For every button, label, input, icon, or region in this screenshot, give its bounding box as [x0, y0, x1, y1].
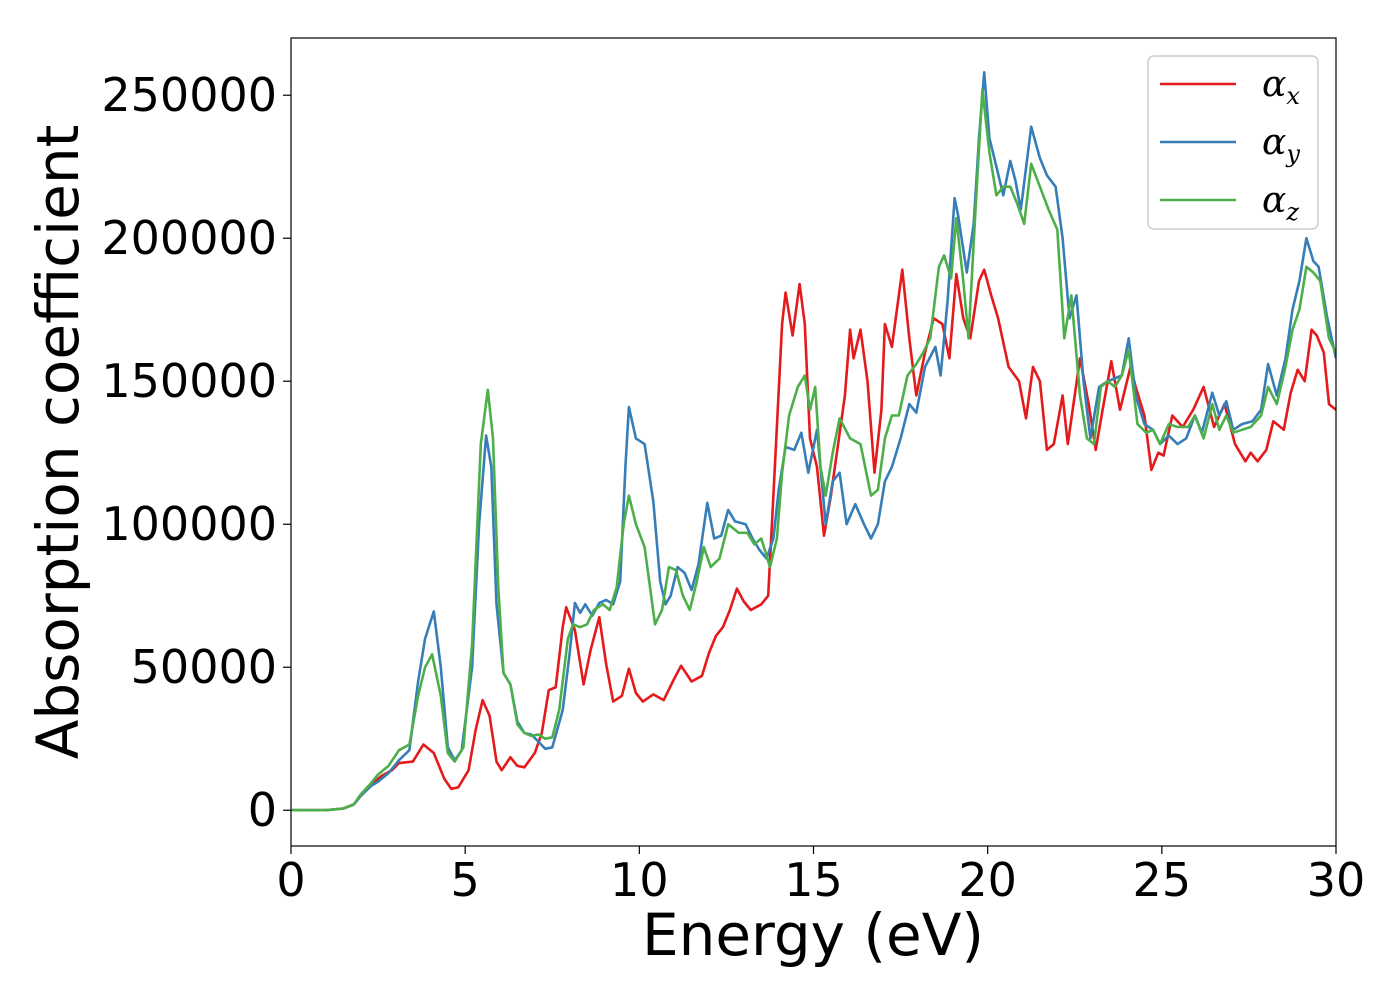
- y-tick-label: 0: [248, 783, 277, 837]
- series-layer: [291, 71, 1336, 812]
- x-tick-label: 10: [610, 853, 669, 907]
- legend-label-alpha-z: αz: [1262, 180, 1299, 226]
- x-axis: 0 5 10 15 20 25 30: [276, 846, 1365, 907]
- legend-subscript: x: [1286, 82, 1300, 110]
- y-tick-label: 150000: [101, 354, 277, 408]
- y-tick-label: 200000: [101, 211, 277, 265]
- legend-label-alpha-y: αy: [1262, 122, 1300, 168]
- x-tick-label: 20: [958, 853, 1017, 907]
- legend-subscript: y: [1285, 140, 1300, 168]
- x-tick-label: 5: [451, 853, 480, 907]
- x-tick-label: 25: [1133, 853, 1192, 907]
- legend-label-alpha-x: αx: [1262, 64, 1300, 110]
- x-tick-label: 15: [784, 853, 843, 907]
- x-tick-label: 0: [276, 853, 305, 907]
- x-tick-label: 30: [1307, 853, 1366, 907]
- x-axis-title: Energy (eV): [642, 901, 984, 969]
- series-line-alpha-x: [291, 268, 1336, 812]
- series-line-alpha-z: [291, 88, 1336, 812]
- y-axis: 0 50000 100000 150000 200000 250000: [101, 68, 291, 837]
- legend-subscript: z: [1285, 198, 1299, 226]
- y-tick-label: 250000: [101, 68, 277, 122]
- y-tick-label: 50000: [131, 640, 277, 694]
- y-axis-title: Absorption coefficient: [24, 125, 92, 760]
- y-tick-label: 100000: [101, 497, 277, 551]
- legend-symbol: α: [1262, 122, 1286, 163]
- legend-symbol: α: [1262, 180, 1286, 221]
- legend-symbol: α: [1262, 64, 1286, 105]
